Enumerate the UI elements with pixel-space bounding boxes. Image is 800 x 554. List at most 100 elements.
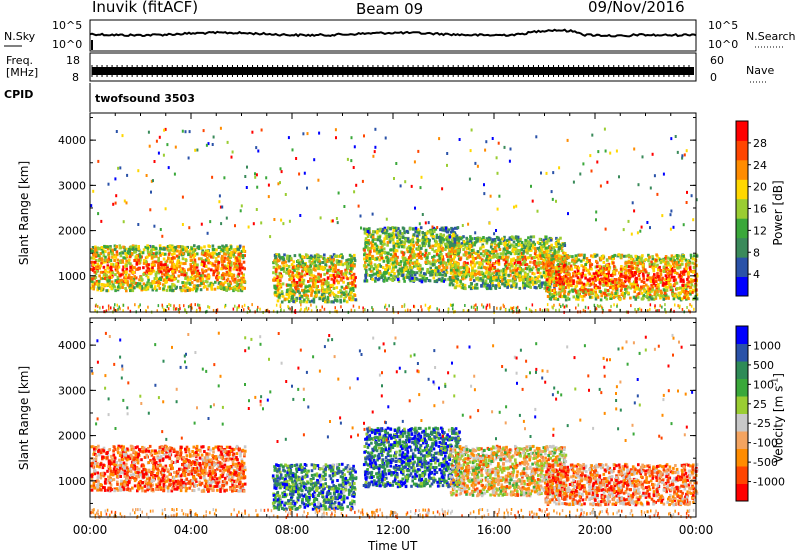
power-cell [347,264,351,268]
power-cell [110,287,113,291]
power-cell [165,280,169,284]
power-cell [597,271,600,275]
power-cell [632,295,636,299]
power-cell [142,266,145,270]
power-cell [643,289,646,293]
power-cell [482,239,485,243]
power-cell [475,252,478,255]
power-cell [485,239,489,243]
power-cell [548,246,552,250]
power-cell [449,271,453,275]
power-cell [131,247,135,251]
power-cell [582,282,586,286]
power-cell [240,280,244,284]
power-cell [413,273,417,277]
power-cell [611,286,615,290]
power-cell [300,274,304,278]
power-cell [322,290,325,293]
power-cell [445,242,449,246]
power-cell [328,293,332,297]
power-cell [524,263,527,267]
power-cell [523,246,526,249]
power-cell [395,249,399,253]
power-cell [479,256,482,260]
power-cell [629,282,632,286]
power-cell [309,279,313,282]
power-cell [689,292,692,296]
power-cell [548,280,552,283]
power-cell [457,240,461,244]
power-cell [220,248,223,252]
power-cell [692,297,695,301]
power-cell [415,243,419,247]
power-cell [291,271,295,275]
power-cell [91,246,95,249]
power-cell [332,263,335,267]
power-cell [195,289,198,293]
power-cell [494,249,498,253]
power-cell [489,245,493,249]
power-cell [479,278,483,282]
power-cell [654,284,658,288]
power-cell [617,294,621,298]
power-cell [377,251,380,255]
power-cell [647,272,650,276]
power-cell [496,261,499,265]
power-cell [117,272,121,276]
power-cell [526,251,529,255]
power-cell [429,230,433,234]
power-cell [323,288,327,292]
power-cell [312,297,316,301]
power-cell [127,273,131,277]
power-cell [191,288,195,292]
power-cell [353,264,356,268]
power-cell [479,262,483,266]
power-cell [120,278,124,282]
power-cell [166,248,169,252]
power-cell [181,248,185,252]
power-cell [406,237,410,241]
power-cell [483,274,487,278]
power-cell [440,235,444,238]
power-cell [368,257,372,260]
power-cell [409,279,412,283]
power-cell [428,238,431,242]
power-cell [433,269,437,273]
power-cell [222,287,226,291]
power-cell [135,248,139,252]
power-cell [167,249,171,253]
power-cell [138,252,141,256]
power-cell [364,260,367,264]
power-cell [157,269,161,273]
power-cell [411,261,415,265]
power-cell [339,298,342,302]
power-cell [419,270,423,274]
power-cell [299,275,302,279]
power-cell [499,252,503,256]
power-cell [185,247,188,251]
power-cell [406,250,410,254]
power-cell [385,228,389,232]
power-cell [137,267,141,271]
power-cell [121,260,125,264]
power-cell [216,285,220,289]
power-cell [531,266,535,270]
power-cell [429,266,432,270]
power-cell [485,241,489,245]
power-cell [464,253,467,257]
power-cell [335,286,339,290]
power-cell [307,267,310,271]
power-cell [277,253,281,257]
power-cell [213,263,216,267]
power-cell [435,236,439,239]
power-cell [310,287,313,291]
power-cell [186,250,189,254]
power-cell [325,259,329,262]
power-cell [489,267,492,270]
power-cell [225,270,229,274]
power-cell [117,281,121,285]
power-cell [348,281,352,285]
power-cell [416,277,419,281]
power-cell [453,255,456,259]
power-cell [119,254,123,258]
